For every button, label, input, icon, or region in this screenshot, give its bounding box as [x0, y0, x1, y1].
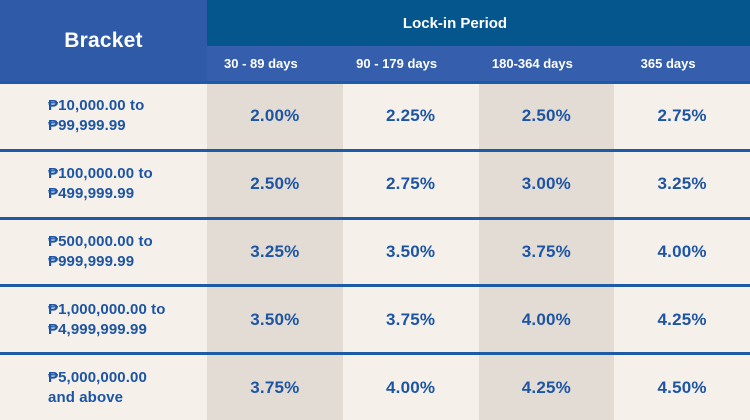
- rate-cell: 2.00%: [207, 84, 343, 149]
- bracket-range-line1: ₱100,000.00 to: [48, 165, 153, 183]
- rate-cell: 2.75%: [342, 151, 479, 217]
- bracket-range: ₱5,000,000.00 and above: [0, 355, 207, 420]
- bracket-range: ₱1,000,000.00 to ₱4,999,999.99: [0, 287, 207, 353]
- table-row: ₱500,000.00 to ₱999,999.99 3.25% 3.50% 3…: [0, 219, 750, 285]
- bracket-range-line2: and above: [48, 388, 124, 406]
- rate-cell: 2.50%: [207, 151, 343, 217]
- table-row: ₱5,000,000.00 and above 3.75% 4.00% 4.25…: [0, 355, 750, 420]
- table-header: Bracket Lock-in Period 30 - 89 days 90 -…: [0, 0, 750, 81]
- row-divider: [0, 284, 750, 288]
- rate-cell: 4.00%: [478, 287, 615, 353]
- period-column-header-180-364: 180-364 days: [491, 56, 573, 71]
- bracket-range-line1: ₱500,000.00 to: [48, 232, 153, 250]
- rate-cell: 3.00%: [478, 151, 615, 217]
- rate-cell: 3.75%: [478, 219, 615, 285]
- row-divider: [0, 148, 750, 152]
- rate-cell: 2.50%: [478, 84, 615, 149]
- table-row: ₱1,000,000.00 to ₱4,999,999.99 3.50% 3.7…: [0, 287, 750, 353]
- table-row: ₱100,000.00 to ₱499,999.99 2.50% 2.75% 3…: [0, 151, 750, 217]
- bracket-range-line1: ₱5,000,000.00: [48, 368, 147, 386]
- row-divider: [0, 81, 750, 84]
- bracket-range-line2: ₱499,999.99: [48, 185, 135, 203]
- rate-cell: 3.50%: [207, 287, 343, 353]
- period-column-header-365: 365 days: [640, 56, 696, 71]
- bracket-range-line2: ₱99,999.99: [48, 117, 126, 135]
- row-divider: [0, 352, 750, 356]
- rate-cell: 4.00%: [614, 219, 750, 285]
- bracket-range: ₱100,000.00 to ₱499,999.99: [0, 151, 207, 217]
- table-row: ₱10,000.00 to ₱99,999.99 2.00% 2.25% 2.5…: [0, 84, 750, 149]
- period-column-header-30-89: 30 - 89 days: [224, 56, 298, 71]
- bracket-range-line1: ₱10,000.00 to: [48, 97, 145, 115]
- bracket-range: ₱10,000.00 to ₱99,999.99: [0, 84, 207, 149]
- bracket-range-line2: ₱4,999,999.99: [48, 320, 147, 338]
- period-header-row: 30 - 89 days 90 - 179 days 180-364 days …: [207, 46, 750, 81]
- bracket-range: ₱500,000.00 to ₱999,999.99: [0, 219, 207, 285]
- period-column-header-90-179: 90 - 179 days: [356, 56, 438, 71]
- bracket-header: Bracket: [0, 0, 207, 81]
- bracket-range-line1: ₱1,000,000.00 to: [48, 300, 166, 318]
- bracket-range-line2: ₱999,999.99: [48, 252, 135, 270]
- rate-cell: 3.25%: [614, 151, 750, 217]
- lockin-header-area: Lock-in Period 30 - 89 days 90 - 179 day…: [207, 0, 750, 81]
- rate-cell: 4.50%: [614, 355, 750, 420]
- lockin-period-header: Lock-in Period: [207, 0, 750, 46]
- row-divider: [0, 216, 750, 220]
- rate-cell: 4.25%: [478, 355, 615, 420]
- rate-cell: 4.25%: [614, 287, 750, 353]
- rate-cell: 3.50%: [342, 219, 479, 285]
- rate-cell: 3.75%: [342, 287, 479, 353]
- rate-cell: 2.25%: [342, 84, 479, 149]
- rate-cell: 2.75%: [614, 84, 750, 149]
- rate-cell: 4.00%: [342, 355, 479, 420]
- rate-cell: 3.75%: [207, 355, 343, 420]
- rate-cell: 3.25%: [207, 219, 343, 285]
